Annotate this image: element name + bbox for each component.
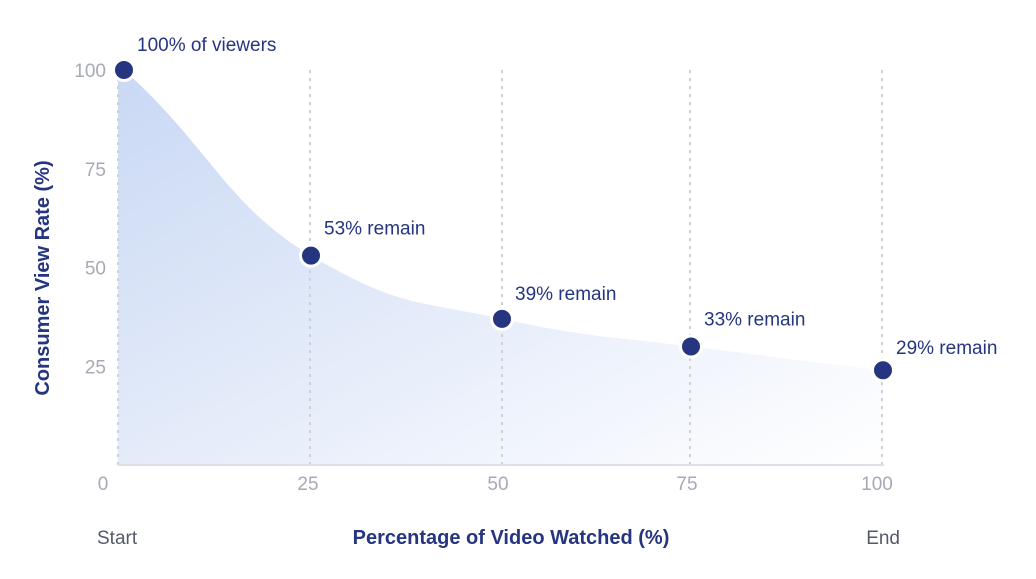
y-axis-ticks: 25 50 75 100: [74, 61, 106, 378]
gridlines: [117, 70, 883, 465]
data-point-100: [871, 358, 895, 383]
x-tick-25: 25: [297, 474, 318, 495]
x-tick-0: 0: [98, 474, 109, 495]
data-label-100: 29% remain: [896, 338, 997, 359]
x-axis-title: Percentage of Video Watched (%): [353, 527, 670, 549]
y-tick-50: 50: [85, 259, 106, 280]
data-point-75: [679, 334, 703, 359]
x-tick-75: 75: [676, 474, 697, 495]
plot-area: 100% of viewers 53% remain 39% remain 33% r…: [112, 35, 997, 466]
y-tick-100: 100: [74, 61, 106, 82]
data-points: [112, 58, 895, 383]
x-start-label: Start: [97, 528, 138, 549]
data-label-75: 33% remain: [704, 310, 805, 331]
x-axis-ticks: 0 25 50 75 100: [98, 474, 893, 495]
y-tick-75: 75: [85, 160, 106, 181]
y-tick-25: 25: [85, 357, 106, 378]
data-point-50: [490, 306, 514, 331]
data-label-25: 53% remain: [324, 219, 425, 240]
data-labels: 100% of viewers 53% remain 39% remain 33% r…: [137, 35, 997, 359]
area-fill: [118, 70, 884, 465]
x-tick-50: 50: [487, 474, 508, 495]
data-label-0: 100% of viewers: [137, 35, 276, 56]
data-label-50: 39% remain: [515, 284, 616, 305]
y-axis-title: Consumer View Rate (%): [32, 160, 54, 395]
data-point-25: [299, 243, 323, 268]
data-point-0: [112, 58, 136, 82]
x-tick-100: 100: [861, 474, 893, 495]
x-end-label: End: [866, 528, 900, 549]
